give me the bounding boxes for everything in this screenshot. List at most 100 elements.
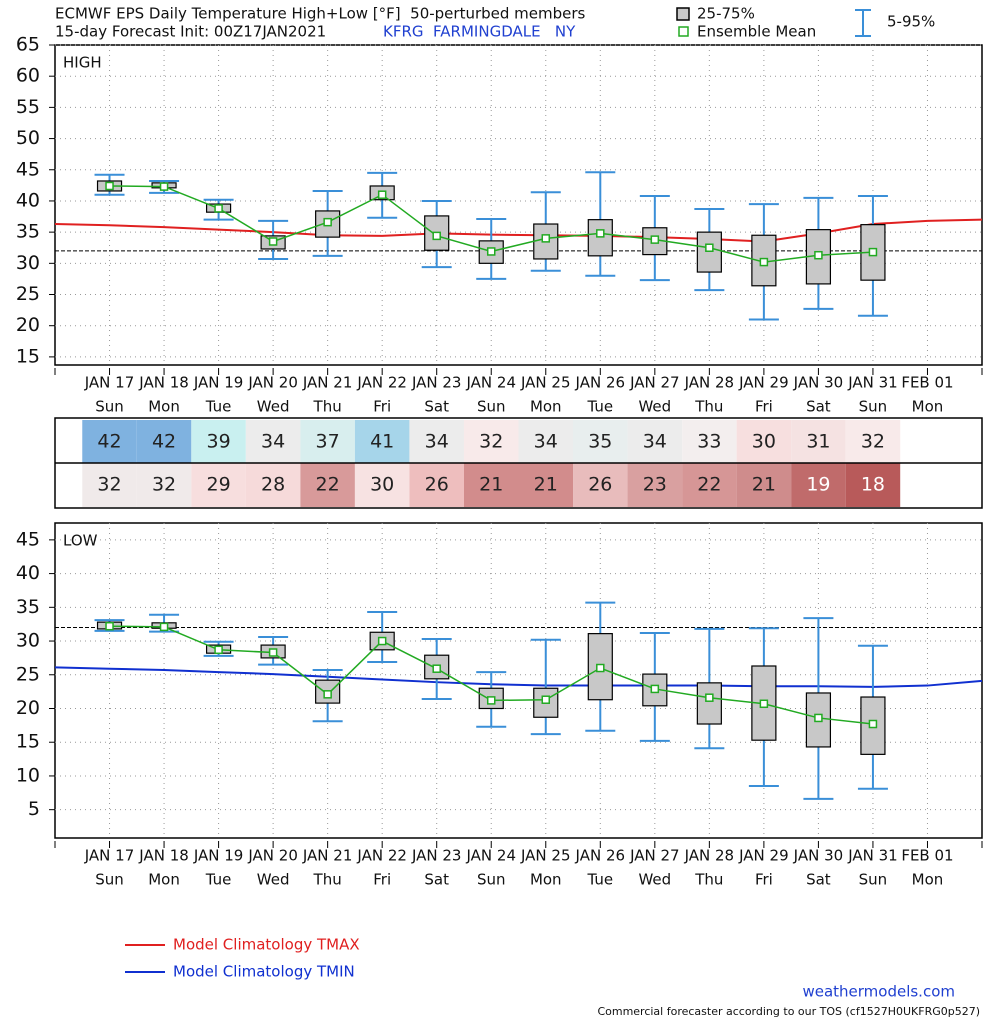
mean-marker — [541, 695, 551, 704]
table-value: 26 — [588, 474, 612, 496]
table-value: 42 — [97, 431, 121, 453]
mean-marker — [105, 621, 114, 631]
x-weekday-label: Mon — [530, 871, 562, 889]
x-weekday-label: Sun — [859, 398, 888, 416]
mean-marker — [868, 719, 878, 729]
table-cell — [354, 420, 410, 464]
x-weekday-label: Fri — [755, 398, 773, 416]
x-weekday-label: Sat — [806, 398, 831, 416]
table-cell — [82, 420, 137, 464]
x-tick-label: JAN 30 — [793, 374, 844, 392]
x-weekday-label: Mon — [148, 871, 180, 889]
table-value: 23 — [643, 474, 667, 496]
mean-marker — [323, 690, 332, 699]
plot-frame — [54, 44, 983, 366]
mean-marker — [541, 234, 551, 243]
x-weekday-label: Tue — [205, 398, 232, 416]
table-value: 29 — [206, 474, 230, 496]
table-cell — [573, 420, 628, 464]
x-tick-label: JAN 22 — [356, 374, 407, 392]
table-cell — [573, 463, 628, 507]
x-tick-label: JAN 20 — [247, 847, 298, 865]
x-weekday-label: Sat — [806, 871, 831, 889]
table-value: 34 — [643, 431, 667, 453]
x-weekday-label: Fri — [373, 871, 391, 889]
x-weekday-label: Sun — [477, 398, 506, 416]
table-cell — [136, 463, 192, 507]
x-weekday-label: Wed — [638, 398, 671, 416]
panel-title: HIGH — [63, 54, 102, 72]
climatology-line — [54, 666, 983, 688]
x-weekday-label: Sat — [424, 398, 449, 416]
climatology-line — [54, 218, 983, 243]
mean-marker — [105, 181, 114, 191]
table-value: 37 — [316, 431, 340, 453]
table-value: 28 — [261, 474, 285, 496]
y-tick-label: 10 — [16, 764, 40, 786]
station: KFRG FARMINGDALE NY — [383, 23, 576, 41]
legend-label: Ensemble Mean — [697, 23, 816, 41]
x-weekday-label: Thu — [694, 398, 723, 416]
mean-marker — [814, 250, 823, 260]
mean-marker — [705, 243, 714, 252]
mean-marker — [159, 182, 169, 191]
x-weekday-label: Mon — [148, 398, 180, 416]
y-tick-label: 40 — [16, 189, 40, 211]
y-tick-label: 30 — [16, 252, 40, 274]
table-cell — [682, 463, 737, 507]
table-cell — [191, 463, 246, 507]
table-value: 35 — [588, 431, 612, 453]
table-value: 32 — [861, 431, 885, 453]
table-cell — [791, 420, 846, 464]
y-tick-label: 15 — [16, 345, 40, 367]
x-tick-label: FEB 01 — [901, 847, 953, 865]
table-value: 34 — [425, 431, 449, 453]
table-value: 26 — [425, 474, 449, 496]
x-tick-label: JAN 19 — [193, 374, 244, 392]
x-tick-label: JAN 29 — [738, 847, 789, 865]
table-cell — [845, 420, 901, 464]
x-weekday-label: Mon — [530, 398, 562, 416]
table-value: 42 — [152, 431, 176, 453]
x-tick-label: JAN 27 — [629, 847, 680, 865]
x-weekday-label: Mon — [912, 398, 944, 416]
y-tick-label: 65 — [16, 34, 40, 56]
site: weathermodels.com — [802, 983, 955, 1001]
table-cell — [518, 463, 574, 507]
table-cell — [191, 420, 246, 464]
y-tick-label: 20 — [16, 697, 40, 719]
table-cell — [682, 420, 737, 464]
legend-label: 25-75% — [697, 5, 755, 23]
legend-whisker-icon — [855, 9, 871, 37]
legend-box-icon — [676, 7, 690, 21]
y-tick-label: 35 — [16, 596, 40, 618]
y-tick-label: 45 — [16, 158, 40, 180]
x-tick-label: FEB 01 — [901, 374, 953, 392]
y-tick-label: 40 — [16, 562, 40, 584]
table-value: 41 — [370, 431, 394, 453]
mean-marker — [596, 663, 605, 673]
x-weekday-label: Fri — [373, 398, 391, 416]
panel-title: LOW — [63, 532, 98, 550]
y-tick-label: 55 — [16, 96, 40, 118]
x-tick-label: JAN 26 — [575, 374, 626, 392]
x-tick-label: JAN 28 — [684, 374, 735, 392]
mean-marker — [214, 645, 223, 655]
table-cell — [300, 463, 355, 507]
y-tick-label: 15 — [16, 731, 40, 753]
mean-marker — [759, 699, 769, 709]
x-weekday-label: Wed — [257, 398, 290, 416]
table-cell — [409, 463, 464, 507]
legend-label: 5-95% — [887, 13, 935, 31]
table-value: 34 — [261, 431, 285, 453]
table-value: 31 — [806, 431, 830, 453]
mean-marker — [323, 217, 332, 227]
x-tick-label: JAN 24 — [465, 847, 516, 865]
x-tick-label: JAN 24 — [465, 374, 516, 392]
x-tick-label: JAN 28 — [684, 847, 735, 865]
chart-title: ECMWF EPS Daily Temperature High+Low [°F… — [55, 5, 586, 23]
table-cell — [736, 420, 792, 464]
table-value: 19 — [806, 474, 830, 496]
table-value: 21 — [479, 474, 503, 496]
